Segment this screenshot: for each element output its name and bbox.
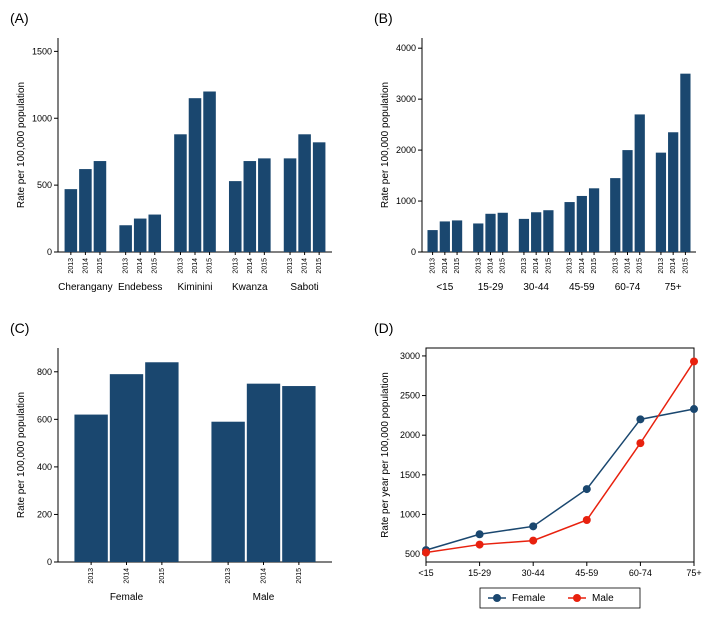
svg-text:2015: 2015 (637, 258, 644, 274)
svg-text:2014: 2014 (533, 258, 540, 274)
svg-text:30-44: 30-44 (523, 282, 549, 293)
svg-text:400: 400 (37, 462, 52, 472)
svg-text:Saboti: Saboti (290, 282, 318, 293)
svg-text:45-59: 45-59 (569, 282, 595, 293)
chart-b: 0 1000 2000 3000 4000 Rate per 100,000 popula… (374, 30, 704, 310)
svg-text:30-44: 30-44 (522, 568, 545, 578)
svg-text:Kiminini: Kiminini (177, 282, 212, 293)
svg-text:1500: 1500 (32, 46, 52, 56)
svg-text:500: 500 (405, 549, 420, 559)
svg-text:2014: 2014 (442, 258, 449, 274)
svg-text:45-59: 45-59 (575, 568, 598, 578)
chart-d: 500 1000 1500 2000 2500 3000 Rate per year per… (374, 340, 704, 620)
svg-text:75+: 75+ (686, 568, 701, 578)
svg-text:0: 0 (47, 247, 52, 257)
svg-text:0: 0 (411, 247, 416, 257)
svg-text:1000: 1000 (400, 509, 420, 519)
svg-text:2014: 2014 (302, 258, 309, 274)
panel-d: (D) 500 1000 1500 2000 2500 3000 Rate per year… (374, 320, 718, 620)
svg-text:15-29: 15-29 (468, 568, 491, 578)
svg-text:1000: 1000 (396, 196, 416, 206)
svg-text:2013: 2013 (177, 258, 184, 274)
panel-c: (C) 0 200 400 600 800 Rate per 100,000 popula… (10, 320, 354, 620)
panel-b: (B) 0 1000 2000 3000 4000 Rate per 100,000 po… (374, 10, 718, 310)
svg-text:2013: 2013 (68, 258, 75, 274)
svg-text:1000: 1000 (32, 113, 52, 123)
svg-text:2500: 2500 (400, 391, 420, 401)
svg-text:4000: 4000 (396, 43, 416, 53)
svg-text:Cherangany: Cherangany (58, 282, 112, 293)
svg-text:2015: 2015 (454, 258, 461, 274)
svg-text:2014: 2014 (82, 258, 89, 274)
svg-text:2013: 2013 (612, 258, 619, 274)
svg-text:3000: 3000 (400, 351, 420, 361)
svg-text:2014: 2014 (192, 258, 199, 274)
svg-text:2013: 2013 (567, 258, 574, 274)
svg-text:2015: 2015 (152, 258, 159, 274)
svg-text:2015: 2015 (159, 568, 166, 584)
svg-text:2013: 2013 (475, 258, 482, 274)
svg-text:2015: 2015 (296, 568, 303, 584)
svg-text:0: 0 (47, 557, 52, 567)
svg-text:2014: 2014 (124, 568, 131, 584)
svg-text:2015: 2015 (682, 258, 689, 274)
svg-text:Female: Female (512, 593, 546, 604)
svg-text:2014: 2014 (625, 258, 632, 274)
svg-text:2015: 2015 (591, 258, 598, 274)
svg-text:2013: 2013 (521, 258, 528, 274)
svg-text:2014: 2014 (247, 258, 254, 274)
panel-c-label: (C) (10, 320, 354, 336)
svg-text:500: 500 (37, 180, 52, 190)
svg-text:Male: Male (592, 593, 614, 604)
svg-text:Rate per 100,000 population: Rate per 100,000 population (16, 392, 27, 518)
svg-text:2015: 2015 (207, 258, 214, 274)
svg-text:15-29: 15-29 (478, 282, 504, 293)
svg-text:Male: Male (253, 592, 275, 603)
svg-text:<15: <15 (436, 282, 453, 293)
svg-text:2014: 2014 (579, 258, 586, 274)
svg-text:2015: 2015 (261, 258, 268, 274)
svg-text:2013: 2013 (225, 568, 232, 584)
svg-text:2015: 2015 (545, 258, 552, 274)
svg-text:60-74: 60-74 (615, 282, 641, 293)
svg-text:2013: 2013 (123, 258, 130, 274)
svg-text:2015: 2015 (500, 258, 507, 274)
svg-text:<15: <15 (418, 568, 433, 578)
svg-text:Rate per year per 100,000 popu: Rate per year per 100,000 population (380, 372, 391, 538)
svg-text:2013: 2013 (88, 568, 95, 584)
chart-a: 0 500 1000 1500 Rate per 100,000 population 2… (10, 30, 340, 310)
svg-text:2015: 2015 (97, 258, 104, 274)
svg-text:2013: 2013 (287, 258, 294, 274)
svg-text:60-74: 60-74 (629, 568, 652, 578)
chart-c: 0 200 400 600 800 Rate per 100,000 population… (10, 340, 340, 620)
panel-b-label: (B) (374, 10, 718, 26)
svg-text:Endebess: Endebess (118, 282, 162, 293)
svg-text:2013: 2013 (658, 258, 665, 274)
svg-text:1500: 1500 (400, 470, 420, 480)
svg-text:2013: 2013 (430, 258, 437, 274)
svg-text:2013: 2013 (232, 258, 239, 274)
svg-text:75+: 75+ (665, 282, 682, 293)
svg-text:200: 200 (37, 509, 52, 519)
panel-a: (A) 0 500 1000 1500 Rate per 100,000 populat… (10, 10, 354, 310)
svg-text:Female: Female (110, 592, 144, 603)
svg-text:2015: 2015 (316, 258, 323, 274)
panel-d-label: (D) (374, 320, 718, 336)
svg-text:2014: 2014 (261, 568, 268, 584)
svg-text:2014: 2014 (670, 258, 677, 274)
svg-text:3000: 3000 (396, 94, 416, 104)
svg-text:800: 800 (37, 367, 52, 377)
panel-a-label: (A) (10, 10, 354, 26)
svg-text:600: 600 (37, 414, 52, 424)
svg-text:Rate per 100,000 population: Rate per 100,000 population (380, 82, 391, 208)
svg-text:2000: 2000 (400, 430, 420, 440)
svg-text:2014: 2014 (137, 258, 144, 274)
svg-text:2000: 2000 (396, 145, 416, 155)
svg-text:2014: 2014 (488, 258, 495, 274)
svg-text:Rate per 100,000 population: Rate per 100,000 population (16, 82, 27, 208)
svg-text:Kwanza: Kwanza (232, 282, 268, 293)
